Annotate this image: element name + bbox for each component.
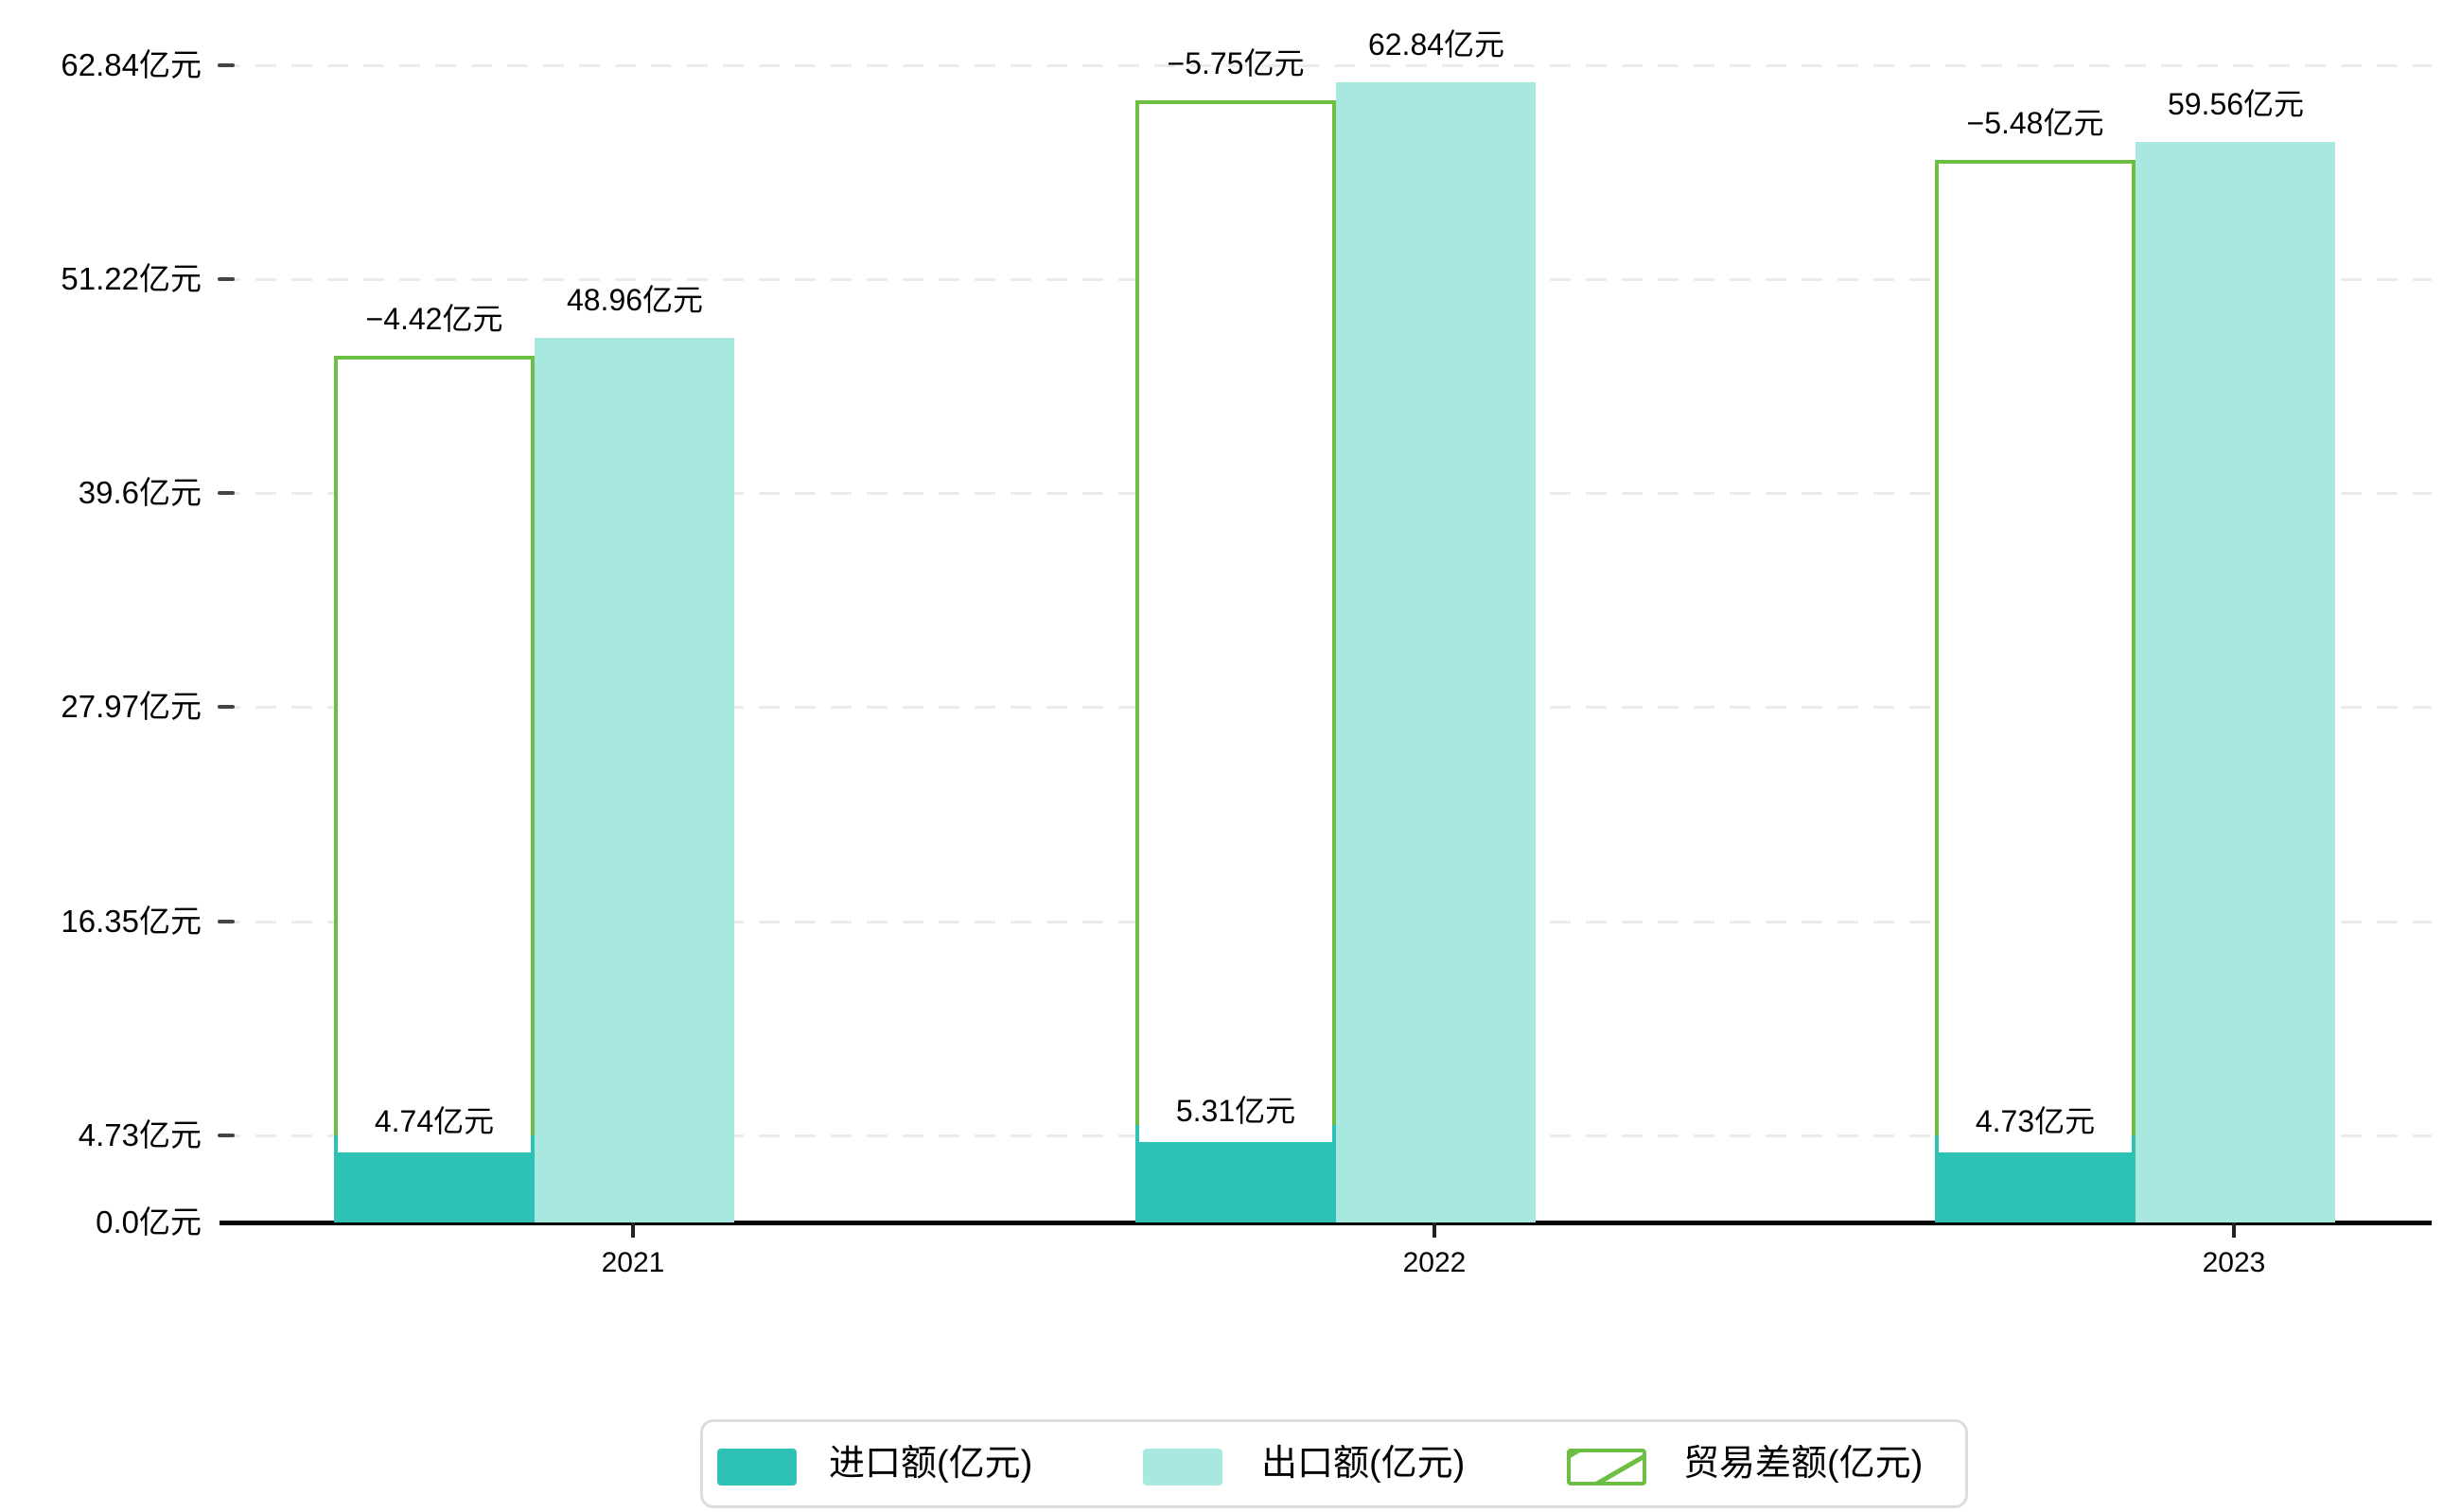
import-value-label: 5.31亿元 — [1139, 1079, 1332, 1142]
balance-value-label: −5.48亿元 — [1966, 106, 2104, 141]
x-axis-tick — [2232, 1222, 2236, 1238]
export-bar[interactable] — [1336, 81, 1536, 1222]
import-swatch — [717, 1449, 797, 1486]
y-axis-tick — [218, 919, 235, 923]
x-axis-label: 2022 — [1402, 1247, 1467, 1278]
balance-hatch-swatch — [1567, 1449, 1646, 1486]
balance-bar[interactable] — [1935, 160, 2136, 1135]
export-value-label: 48.96亿元 — [566, 282, 704, 317]
import-value-label: 4.74亿元 — [338, 1089, 531, 1152]
x-axis-line — [220, 1221, 2432, 1225]
y-axis-label: 16.35亿元 — [61, 903, 202, 939]
balance-bar[interactable] — [334, 355, 535, 1135]
export-value-label: 59.56亿元 — [2167, 87, 2305, 122]
export-swatch — [1143, 1449, 1222, 1486]
balance-bar[interactable] — [1135, 99, 1336, 1125]
y-axis-tick — [218, 62, 235, 67]
export-value-label: 62.84亿元 — [1367, 26, 1505, 62]
y-axis-label: 4.73亿元 — [78, 1116, 202, 1152]
y-axis-label: 39.6亿元 — [78, 474, 202, 510]
y-axis-tick — [218, 1133, 235, 1137]
x-axis-label: 2023 — [2202, 1247, 2266, 1278]
y-axis-tick — [218, 276, 235, 281]
x-axis-tick — [1433, 1222, 1436, 1238]
balance-value-label: −5.75亿元 — [1167, 45, 1305, 80]
legend-item-label: 进口额(亿元) — [829, 1444, 1033, 1484]
y-axis-label: 27.97亿元 — [61, 689, 202, 725]
y-axis-tick — [218, 490, 235, 495]
y-axis-label: 51.22亿元 — [61, 260, 202, 296]
legend-item-label: 出口额(亿元) — [1261, 1444, 1466, 1484]
export-bar[interactable] — [2136, 142, 2335, 1222]
export-bar[interactable] — [535, 337, 734, 1222]
legend: 进口额(亿元) 出口额(亿元) 贸易差额(亿元) — [700, 1419, 1968, 1508]
x-axis-label: 2021 — [601, 1247, 665, 1278]
y-axis-label: 62.84亿元 — [61, 46, 202, 82]
y-axis-label: 0.0亿元 — [96, 1204, 202, 1239]
legend-item-label: 贸易差额(亿元) — [1683, 1444, 1924, 1484]
y-gridline — [220, 63, 2432, 67]
balance-value-label: −4.42亿元 — [365, 301, 503, 336]
import-value-label: 4.73亿元 — [1939, 1089, 2132, 1152]
x-axis-tick — [631, 1222, 635, 1238]
y-axis-tick — [218, 705, 235, 710]
